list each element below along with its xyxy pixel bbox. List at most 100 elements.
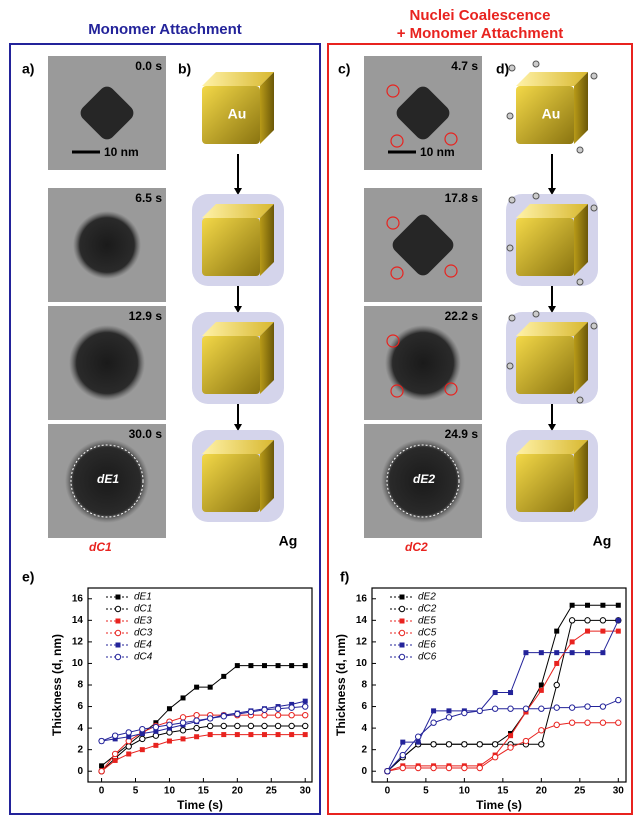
data-point: [600, 618, 605, 623]
particle: [73, 211, 141, 279]
data-point: [208, 732, 213, 737]
nucleus: [507, 113, 513, 119]
data-point: [585, 720, 590, 725]
data-point: [554, 722, 559, 727]
y-tick-label: 4: [77, 723, 83, 734]
annotation: dC2: [405, 540, 428, 554]
series-line: [387, 700, 618, 771]
data-point: [276, 663, 281, 668]
legend-marker: [115, 654, 120, 659]
data-point: [194, 718, 199, 723]
y-tick-label: 0: [77, 766, 83, 777]
data-point: [248, 663, 253, 668]
arrow-head: [548, 306, 556, 313]
arrow-head: [234, 424, 242, 431]
y-tick-label: 16: [72, 593, 84, 604]
data-point: [221, 723, 226, 728]
series-line: [102, 735, 306, 772]
data-point: [167, 739, 172, 744]
series-line: [387, 723, 618, 772]
data-point: [462, 765, 467, 770]
data-point: [492, 755, 497, 760]
scale-label: 10 nm: [104, 145, 139, 159]
x-tick-label: 30: [300, 786, 312, 797]
plot-frame: [372, 588, 626, 782]
legend-label: dE6: [418, 640, 436, 651]
cube-front: [202, 454, 260, 512]
time-label: 30.0 s: [129, 427, 163, 441]
data-point: [262, 707, 267, 712]
legend-marker: [116, 619, 121, 624]
annotation: dC1: [89, 540, 112, 554]
data-point: [235, 711, 240, 716]
series-line: [102, 715, 306, 771]
cube-front: [516, 454, 574, 512]
x-axis-label: Time (s): [476, 798, 522, 812]
legend-label: dC5: [418, 628, 437, 639]
data-point: [554, 661, 559, 666]
data-point: [262, 712, 267, 717]
time-label: 4.7 s: [451, 59, 478, 73]
data-point: [492, 706, 497, 711]
legend-label: dE3: [134, 616, 152, 627]
right-title: + Monomer Attachment: [397, 25, 564, 42]
y-tick-label: 6: [361, 701, 367, 712]
data-point: [508, 733, 513, 738]
cube-label: Ag: [279, 533, 298, 549]
x-tick-label: 20: [232, 786, 244, 797]
nucleus: [591, 73, 597, 79]
cube-front: [202, 218, 260, 276]
data-point: [221, 732, 226, 737]
nucleus: [509, 197, 515, 203]
panel-label: c): [338, 61, 350, 77]
data-point: [126, 751, 131, 756]
legend-marker: [115, 606, 120, 611]
data-point: [431, 720, 436, 725]
data-point: [523, 706, 528, 711]
data-point: [554, 682, 559, 687]
data-point: [275, 712, 280, 717]
data-point: [153, 724, 158, 729]
nucleus: [533, 61, 539, 67]
nucleus: [591, 323, 597, 329]
data-point: [616, 618, 621, 623]
data-point: [462, 710, 467, 715]
data-point: [600, 720, 605, 725]
data-point: [569, 720, 574, 725]
data-point: [585, 704, 590, 709]
data-point: [99, 769, 104, 774]
legend-label: dC6: [418, 652, 437, 663]
data-point: [262, 663, 267, 668]
data-point: [585, 603, 590, 608]
data-point: [446, 742, 451, 747]
data-point: [570, 639, 575, 644]
data-point: [539, 742, 544, 747]
left-title: Monomer Attachment: [88, 21, 242, 38]
time-label: 12.9 s: [129, 309, 163, 323]
legend-label: dC4: [134, 652, 153, 663]
data-point: [508, 690, 513, 695]
data-point: [303, 663, 308, 668]
legend-label: dC3: [134, 628, 153, 639]
data-point: [303, 732, 308, 737]
data-point: [554, 650, 559, 655]
nucleus: [577, 147, 583, 153]
data-point: [415, 734, 420, 739]
y-tick-label: 6: [77, 701, 83, 712]
data-point: [508, 745, 513, 750]
legend-marker: [400, 595, 405, 600]
nucleus: [577, 397, 583, 403]
data-point: [207, 716, 212, 721]
right-title: Nuclei Coalescence: [410, 7, 551, 24]
time-label: 24.9 s: [445, 427, 479, 441]
x-tick-label: 15: [497, 786, 509, 797]
data-point: [140, 736, 145, 741]
data-point: [248, 732, 253, 737]
data-point: [248, 723, 253, 728]
data-point: [539, 688, 544, 693]
data-point: [289, 663, 294, 668]
legend-label: dC1: [134, 604, 152, 615]
y-tick-label: 2: [77, 744, 83, 755]
data-point: [235, 663, 240, 668]
data-point: [140, 747, 145, 752]
